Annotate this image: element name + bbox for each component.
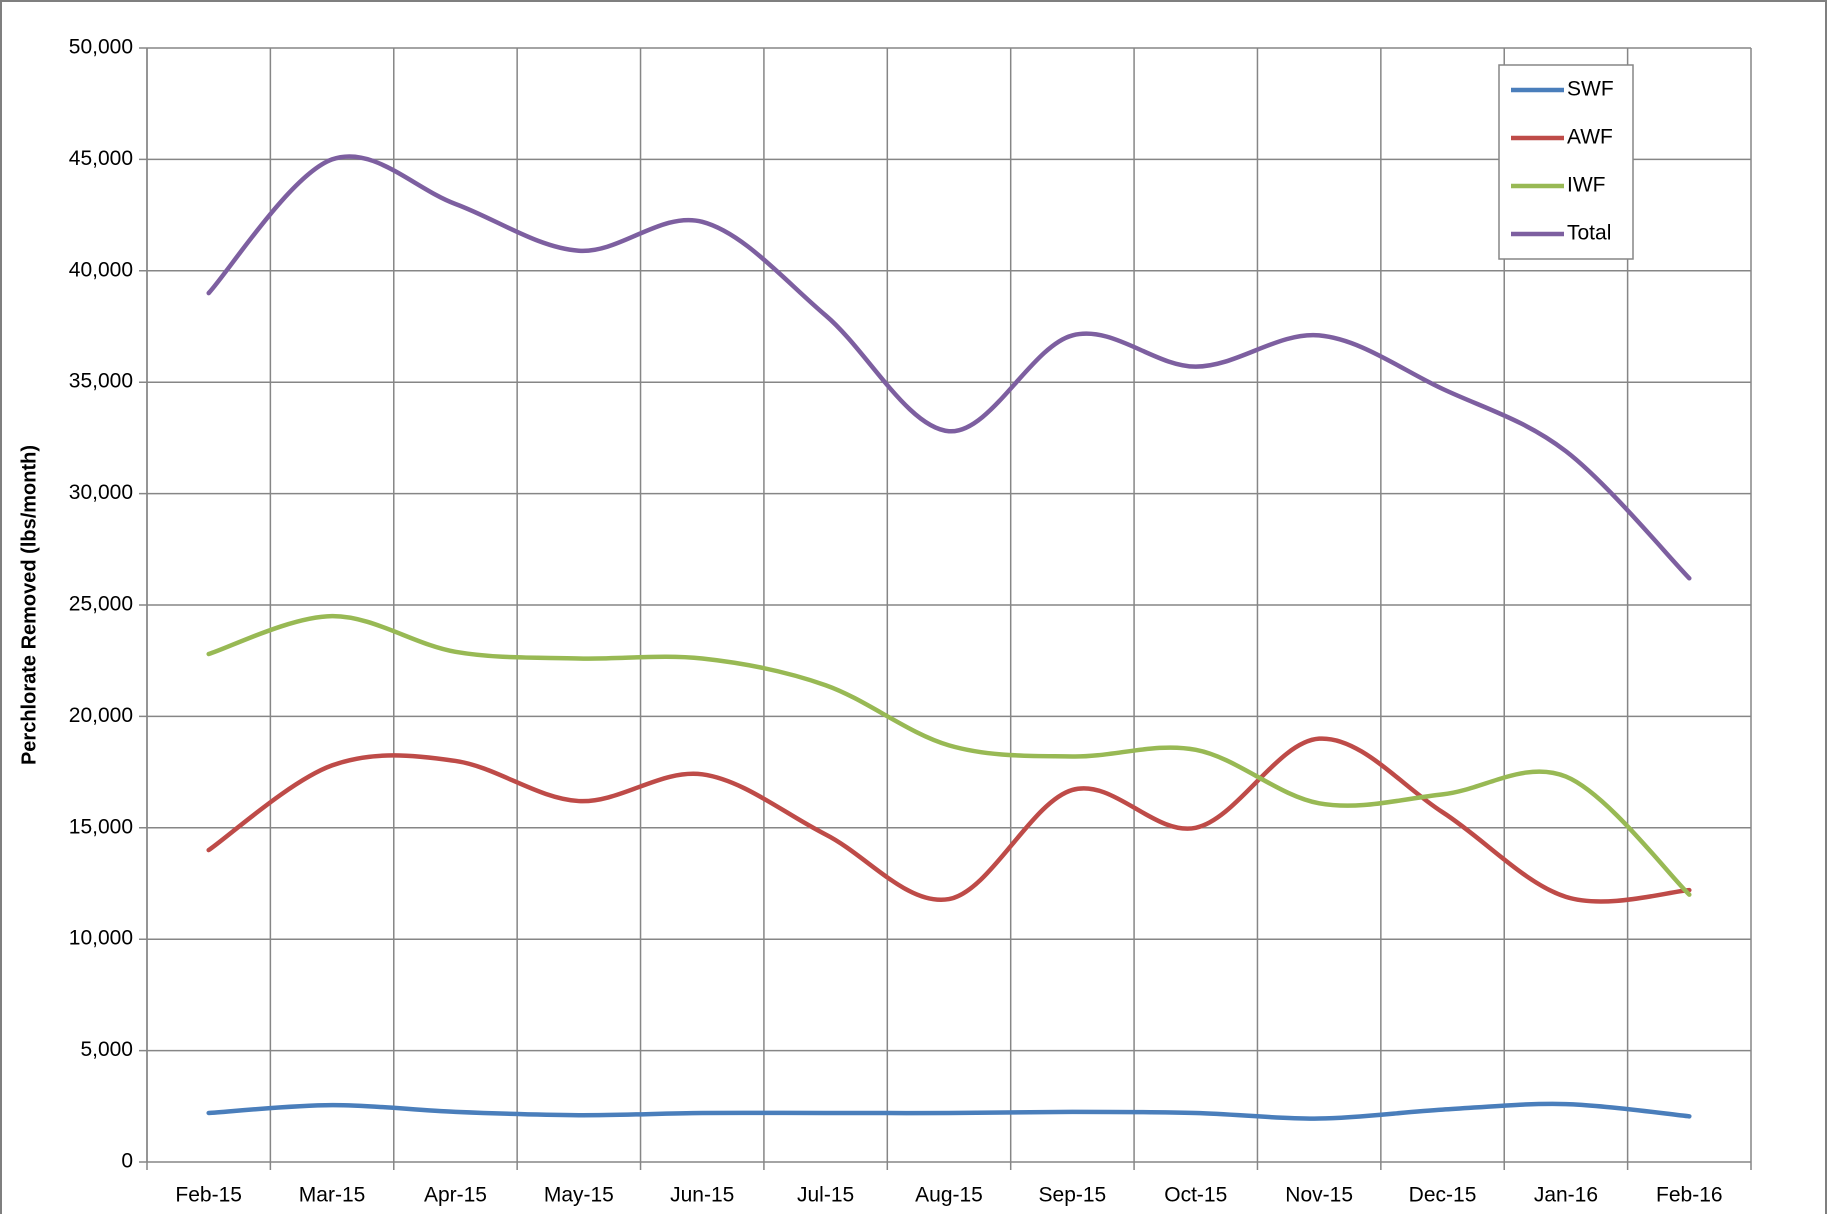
legend-label: Total: [1567, 222, 1611, 245]
y-tick-label: 15,000: [69, 815, 133, 838]
x-tick-label: Mar-15: [299, 1184, 366, 1207]
x-tick-label: Jul-15: [797, 1184, 854, 1207]
series-line: [206, 154, 1692, 581]
x-tick-label: May-15: [544, 1184, 614, 1207]
y-tick-label: 20,000: [69, 704, 133, 727]
x-tick-label: Apr-15: [424, 1184, 487, 1207]
y-tick-label: 30,000: [69, 481, 133, 504]
y-tick-label: 25,000: [69, 593, 133, 616]
series-line: [206, 1101, 1692, 1121]
x-tick-label: Oct-15: [1164, 1184, 1227, 1207]
x-tick-label: Feb-15: [175, 1184, 242, 1207]
y-tick-label: 40,000: [69, 258, 133, 281]
x-tick-label: Aug-15: [915, 1184, 983, 1207]
x-tick-label: Dec-15: [1409, 1184, 1477, 1207]
legend-label: SWF: [1567, 78, 1614, 101]
series-line: [206, 736, 1692, 904]
legend-label: AWF: [1567, 126, 1613, 149]
y-tick-label: 45,000: [69, 147, 133, 170]
y-tick-label: 10,000: [69, 927, 133, 950]
legend-label: IWF: [1567, 174, 1605, 197]
x-tick-label: Jun-15: [670, 1184, 734, 1207]
y-tick-label: 0: [121, 1150, 133, 1173]
x-tick-label: Sep-15: [1039, 1184, 1107, 1207]
y-tick-label: 50,000: [69, 36, 133, 59]
series-line: [206, 613, 1692, 897]
y-axis-label: Perchlorate Removed (lbs/month): [18, 445, 40, 765]
x-tick-label: Feb-16: [1656, 1184, 1723, 1207]
x-tick-label: Jan-16: [1534, 1184, 1598, 1207]
y-tick-label: 5,000: [80, 1038, 133, 1061]
x-tick-label: Nov-15: [1285, 1184, 1353, 1207]
legend-box: [1498, 64, 1634, 260]
y-tick-label: 35,000: [69, 370, 133, 393]
